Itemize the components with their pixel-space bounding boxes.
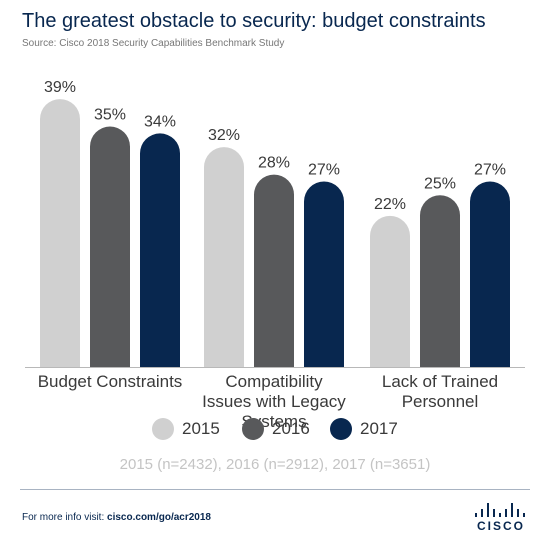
cisco-logo: CISCO [470, 503, 532, 533]
chart-title: The greatest obstacle to security: budge… [22, 10, 486, 32]
footer-info: For more info visit: cisco.com/go/acr201… [22, 512, 211, 523]
logo-bar [481, 509, 483, 517]
bar-lack-of-trained-personnel-2016 [420, 195, 460, 367]
logo-bar [517, 509, 519, 517]
bar-compatibility-issues-with-legacy-systems-2017 [304, 181, 344, 367]
value-label-budget-constraints-2016: 35% [94, 107, 126, 124]
legend-label-2017: 2017 [360, 419, 398, 438]
bar-compatibility-issues-with-legacy-systems-2015 [204, 147, 244, 367]
value-label-lack-of-trained-personnel-2015: 22% [374, 196, 406, 213]
legend-swatch-2015 [152, 418, 174, 440]
legend-item-2017: 2017 [330, 416, 398, 442]
logo-bar [493, 509, 495, 517]
bar-budget-constraints-2016 [90, 126, 130, 367]
cisco-bridge-icon [472, 503, 528, 517]
legend-swatch-2017 [330, 418, 352, 440]
sample-size-note: 2015 (n=2432), 2016 (n=2912), 2017 (n=36… [119, 456, 431, 473]
legend-item-2015: 2015 [152, 416, 220, 442]
footer-link[interactable]: cisco.com/go/acr2018 [107, 512, 211, 523]
legend-label-2015: 2015 [182, 419, 220, 438]
footer-prefix: For more info visit: [22, 512, 108, 523]
value-label-budget-constraints-2017: 34% [144, 113, 176, 130]
legend-label-2016: 2016 [272, 419, 310, 438]
logo-bar [505, 509, 507, 517]
value-label-lack-of-trained-personnel-2017: 27% [474, 162, 506, 179]
logo-bar [499, 513, 501, 517]
category-label-budget-constraints: Budget Constraints [37, 372, 183, 391]
value-label-lack-of-trained-personnel-2016: 25% [424, 175, 456, 192]
value-label-compatibility-issues-with-legacy-systems-2017: 27% [308, 162, 340, 179]
bar-budget-constraints-2015 [40, 99, 80, 367]
legend-swatch-2016 [242, 418, 264, 440]
chart-legend: 2015 2016 2017 [0, 416, 550, 442]
category-label-lack-of-trained-personnel: Lack of Trained Personnel [381, 372, 499, 411]
bar-lack-of-trained-personnel-2015 [370, 215, 410, 367]
bar-budget-constraints-2017 [140, 133, 180, 367]
legend-item-2016: 2016 [242, 416, 310, 442]
value-label-compatibility-issues-with-legacy-systems-2015: 32% [208, 127, 240, 144]
logo-bar [475, 513, 477, 517]
cisco-logo-text: CISCO [476, 519, 525, 533]
chart-source: Source: Cisco 2018 Security Capabilities… [22, 38, 285, 49]
logo-bar [523, 513, 525, 517]
footer-divider [20, 489, 530, 490]
value-label-compatibility-issues-with-legacy-systems-2016: 28% [258, 155, 290, 172]
value-label-budget-constraints-2015: 39% [44, 79, 76, 96]
logo-bar [487, 503, 489, 517]
bar-lack-of-trained-personnel-2017 [470, 181, 510, 367]
logo-bar [511, 503, 513, 517]
bar-compatibility-issues-with-legacy-systems-2016 [254, 174, 294, 367]
